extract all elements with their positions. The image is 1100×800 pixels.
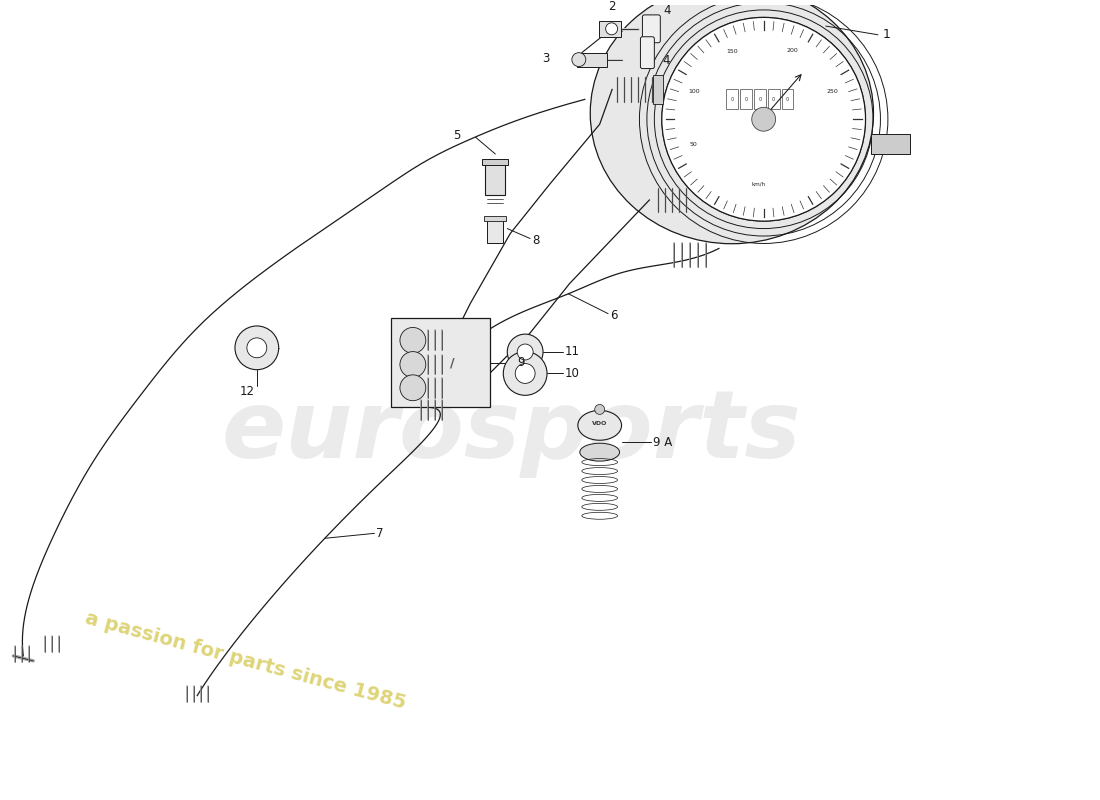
Text: 0: 0 [730,97,734,102]
Bar [870,134,911,154]
Text: VDO: VDO [592,421,607,426]
Text: 2: 2 [608,1,615,14]
Bar [487,218,504,243]
Text: /: / [450,356,455,370]
Bar [740,90,751,110]
Ellipse shape [591,0,873,244]
Text: eurosports: eurosports [222,386,802,478]
Text: 1: 1 [883,28,891,42]
Text: 8: 8 [532,234,539,247]
Text: 4: 4 [663,5,671,18]
Text: 9 A: 9 A [653,436,672,449]
Text: 200: 200 [786,48,799,53]
Circle shape [572,53,586,66]
Bar [598,21,620,37]
Text: 250: 250 [827,89,838,94]
Text: km/h: km/h [751,182,766,186]
Circle shape [662,18,866,221]
Text: 0: 0 [758,97,761,102]
Text: 0: 0 [786,97,789,102]
Circle shape [246,338,267,358]
Text: 0: 0 [745,97,747,102]
Circle shape [400,327,426,354]
Text: 4: 4 [662,54,670,67]
Text: 5: 5 [453,129,461,142]
FancyBboxPatch shape [640,37,654,69]
Text: 50: 50 [690,142,697,147]
Text: 9: 9 [517,356,525,370]
Circle shape [400,375,426,401]
Circle shape [235,326,278,370]
Text: 11: 11 [565,346,580,358]
Circle shape [751,107,776,131]
Text: 6: 6 [610,309,617,322]
Circle shape [504,351,547,395]
Bar [782,90,793,110]
Ellipse shape [578,410,621,440]
Circle shape [517,344,534,360]
Bar [576,53,606,66]
Text: a passion for parts since 1985: a passion for parts since 1985 [82,609,408,713]
Text: 10: 10 [565,367,580,380]
Circle shape [606,23,617,34]
Bar [483,159,508,165]
Ellipse shape [580,443,619,461]
Bar [484,216,506,221]
Text: 0: 0 [772,97,775,102]
Bar [485,163,505,194]
Bar [390,318,491,407]
FancyBboxPatch shape [642,15,660,42]
Circle shape [507,334,543,370]
Bar [768,90,780,110]
Text: 3: 3 [542,52,549,65]
Text: 150: 150 [726,49,738,54]
Circle shape [400,351,426,378]
Circle shape [595,405,605,414]
Text: 100: 100 [689,89,701,94]
Bar [726,90,738,110]
Text: 7: 7 [376,527,384,540]
Bar [754,90,766,110]
Text: 12: 12 [240,385,254,398]
Bar [653,74,663,104]
Circle shape [515,363,535,383]
